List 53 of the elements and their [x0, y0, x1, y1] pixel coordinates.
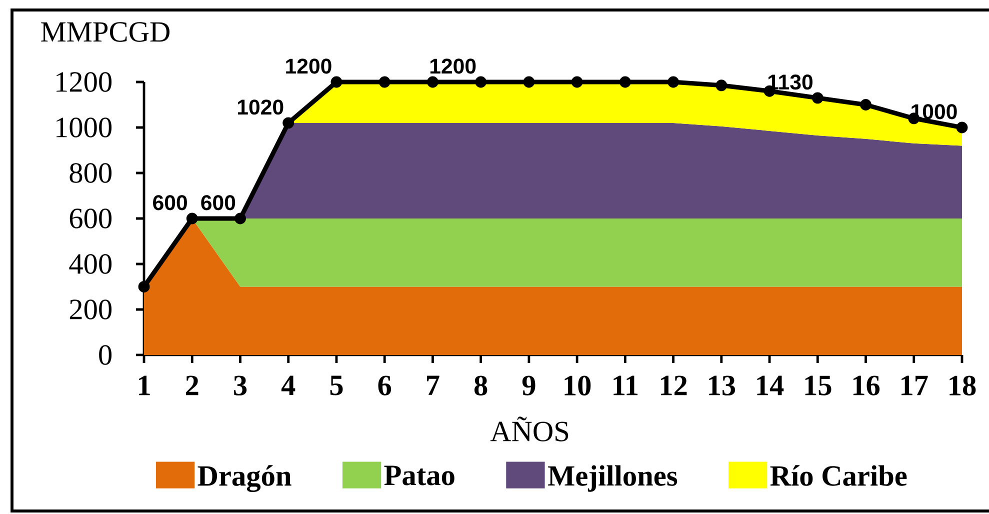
x-tick-label: 3 — [234, 376, 247, 396]
y-tick-label: 400 — [69, 254, 112, 274]
point — [475, 76, 487, 88]
x-tick-label: 15 — [805, 376, 832, 396]
x-tick-label: 11 — [614, 376, 638, 396]
x-tick-label: 8 — [474, 376, 488, 396]
y-axis-title: MMPCGD — [41, 22, 170, 42]
data-label: 600 — [201, 195, 236, 210]
y-tick-label: 1000 — [56, 118, 112, 138]
point — [282, 117, 294, 129]
data-label: 1200 — [286, 58, 332, 74]
point — [956, 122, 968, 134]
point — [186, 212, 198, 224]
x-tick-label: 2 — [186, 376, 198, 396]
x-tick-label: 10 — [564, 376, 591, 396]
x-tick-label: 6 — [378, 376, 392, 396]
point — [860, 99, 872, 110]
x-tick-label: 1 — [139, 376, 150, 396]
data-label: 1020 — [238, 100, 284, 115]
y-tick-label: 1200 — [56, 72, 112, 92]
point — [619, 76, 631, 88]
x-tick-label: 13 — [709, 376, 736, 396]
data-label: 1130 — [768, 74, 812, 90]
y-tick-label: 600 — [70, 208, 112, 228]
x-tick-label: 18 — [950, 376, 976, 396]
point — [378, 76, 390, 88]
point — [571, 76, 583, 88]
x-tick-label: 4 — [281, 376, 296, 396]
point — [330, 76, 342, 88]
point — [426, 76, 438, 88]
legend-label: Dragón — [198, 465, 292, 492]
y-tick-label: 800 — [70, 163, 112, 183]
legend-label: Mejillones — [548, 465, 678, 492]
point — [234, 212, 246, 224]
x-axis-title: AÑOS — [490, 416, 568, 442]
x-tick-label: 16 — [853, 376, 880, 396]
x-tick-label: 5 — [330, 376, 343, 396]
x-tick-label: 12 — [660, 376, 687, 396]
legend-label: Río Caribe — [770, 465, 907, 486]
y-tick-label: 0 — [99, 345, 112, 365]
point — [716, 80, 728, 92]
y-tick-label: 200 — [70, 300, 112, 320]
x-tick-label: 9 — [522, 376, 536, 396]
data-label: 1200 — [430, 58, 476, 74]
x-tick-label: 14 — [757, 376, 784, 396]
data-label: 600 — [153, 195, 187, 210]
point — [668, 76, 680, 88]
legend-label: Patao — [384, 466, 454, 486]
point — [138, 281, 150, 292]
x-tick-label: 7 — [427, 376, 440, 395]
point — [523, 76, 535, 88]
x-tick-label: 17 — [902, 376, 928, 396]
point — [812, 92, 824, 104]
